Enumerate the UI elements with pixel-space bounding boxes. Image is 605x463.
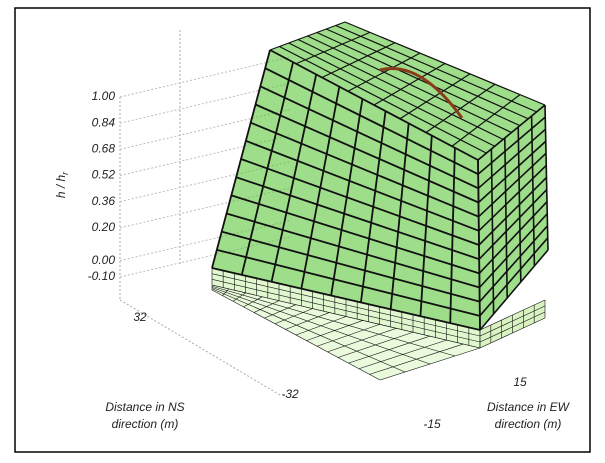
frame-line bbox=[235, 176, 480, 261]
frame-line bbox=[255, 103, 479, 204]
frame-line bbox=[211, 289, 381, 381]
frame-line bbox=[478, 189, 548, 260]
frame-line bbox=[211, 273, 481, 337]
frame-line bbox=[477, 140, 547, 204]
grid-line bbox=[119, 56, 291, 98]
frame-line bbox=[211, 279, 481, 343]
z-tick-label: 1.00 bbox=[92, 89, 116, 103]
z-axis-label: h / hr bbox=[54, 171, 70, 198]
frame-line bbox=[479, 305, 546, 337]
z-tick-label: 0.36 bbox=[92, 194, 116, 208]
frame-line bbox=[479, 225, 549, 303]
frame-line bbox=[221, 230, 480, 303]
z-tick-label: -0.10 bbox=[88, 269, 116, 283]
y-axis-label: Distance in NS bbox=[105, 400, 184, 414]
frame-line bbox=[344, 21, 546, 106]
frame-line bbox=[250, 121, 480, 218]
frame-line bbox=[211, 285, 456, 357]
frame-line bbox=[477, 128, 547, 189]
frame-line bbox=[451, 94, 521, 147]
face bbox=[212, 285, 480, 380]
frame-line bbox=[425, 83, 496, 133]
frame-line bbox=[231, 194, 480, 275]
frame-line bbox=[479, 249, 549, 331]
frame-line bbox=[479, 311, 546, 343]
frame-line bbox=[479, 237, 549, 317]
frame-line bbox=[211, 287, 431, 365]
x-tick-label: 15 bbox=[513, 375, 527, 389]
z-axis-label-main: h / h bbox=[54, 175, 68, 199]
roof-feature bbox=[379, 67, 464, 119]
z-axis-label-sub: r bbox=[60, 171, 70, 175]
frame-line bbox=[477, 104, 546, 161]
wall-edge bbox=[119, 299, 281, 396]
x-axis-label: direction (m) bbox=[495, 417, 562, 431]
frame-line bbox=[373, 62, 446, 106]
face bbox=[478, 105, 548, 330]
building bbox=[211, 21, 549, 381]
frame-line bbox=[211, 267, 481, 331]
frame-line bbox=[216, 248, 481, 317]
y-tick-label: -32 bbox=[281, 387, 299, 401]
z-tick-label: 0.84 bbox=[92, 115, 116, 129]
frame-line bbox=[479, 299, 546, 331]
face bbox=[270, 22, 545, 160]
z-tick-label: 0.68 bbox=[92, 142, 116, 156]
frame-line bbox=[477, 116, 546, 175]
z-tick-label: 0.52 bbox=[92, 168, 116, 182]
frame-line bbox=[226, 212, 480, 289]
x-tick-label: -15 bbox=[423, 417, 441, 431]
frame-line bbox=[478, 213, 548, 289]
z-tick-label: 0.20 bbox=[92, 220, 116, 234]
frame-line bbox=[211, 284, 481, 349]
frame-line bbox=[211, 288, 406, 373]
frame-line bbox=[264, 67, 479, 175]
x-axis-label: Distance in EW bbox=[487, 400, 571, 414]
frame-line bbox=[295, 31, 371, 65]
z-tick-label: 0.00 bbox=[92, 253, 116, 267]
frame-line bbox=[478, 201, 548, 274]
frame-line bbox=[347, 52, 421, 92]
frame-line bbox=[269, 21, 346, 51]
frame-line bbox=[321, 42, 396, 79]
frame-line bbox=[269, 49, 479, 161]
frame-line bbox=[240, 158, 480, 246]
frame-line bbox=[479, 317, 546, 349]
y-axis-label: direction (m) bbox=[112, 417, 179, 431]
frame-line bbox=[259, 85, 479, 190]
frame-line bbox=[478, 164, 547, 232]
frame-line bbox=[399, 73, 471, 120]
y-tick-label: 32 bbox=[133, 310, 147, 324]
frame-line bbox=[478, 152, 547, 218]
frame-line bbox=[245, 139, 480, 232]
frame-line bbox=[478, 176, 548, 246]
